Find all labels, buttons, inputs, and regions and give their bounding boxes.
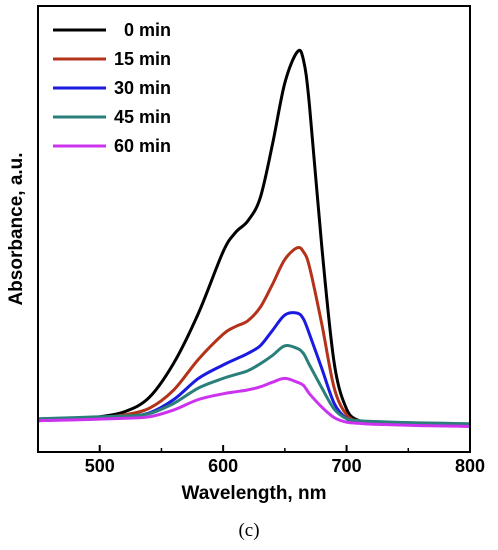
x-tick-label: 500	[85, 456, 115, 476]
legend-label: 60 min	[114, 136, 171, 156]
plot-area	[37, 48, 471, 428]
series-line-60-min	[37, 376, 471, 428]
y-axis-label: Absorbance, a.u.	[6, 152, 27, 305]
series-line-0-min	[37, 48, 471, 428]
legend-label: 0 min	[124, 20, 171, 40]
panel-label: (c)	[238, 520, 260, 541]
series-line-30-min	[37, 311, 471, 428]
x-tick-label: 800	[455, 456, 485, 476]
x-tick-label: 600	[208, 456, 238, 476]
series-line-45-min	[37, 344, 471, 426]
legend: 0 min 15 min 30 min 45 min 60 min	[53, 20, 171, 156]
absorbance-chart: 500 600 700 800 0 min 15 min 30 min 45 min 60 m…	[6, 5, 485, 504]
legend-label: 15 min	[114, 49, 171, 69]
legend-label: 45 min	[114, 107, 171, 127]
series-line-15-min	[37, 245, 471, 428]
x-axis-ticks: 500 600 700 800	[37, 445, 485, 476]
plot-frame	[37, 5, 471, 453]
x-tick-label: 700	[332, 456, 362, 476]
legend-label: 30 min	[114, 78, 171, 98]
x-axis-label: Wavelength, nm	[182, 483, 327, 504]
